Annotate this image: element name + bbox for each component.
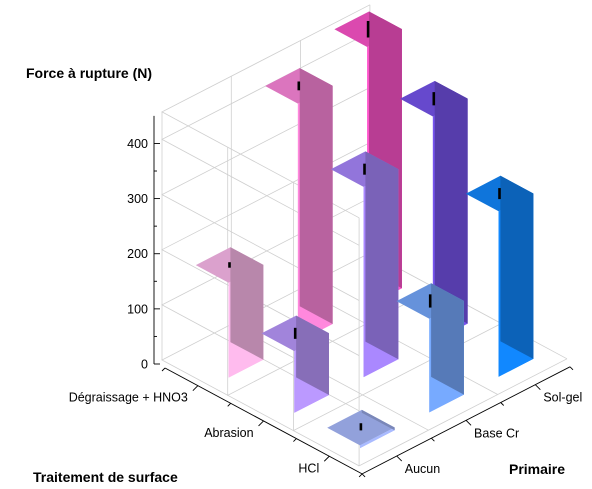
z-tick-mark <box>396 455 403 462</box>
x-minor-tick <box>161 367 166 372</box>
x-tick-mark <box>258 420 264 427</box>
bar-side-face <box>299 68 333 324</box>
bar-side-face <box>365 151 399 360</box>
bar-side-face <box>361 409 395 431</box>
x-minor-tick <box>358 473 363 478</box>
z-tick-label: Aucun <box>405 462 440 476</box>
z-tick-mark <box>535 384 541 390</box>
x-tick-mark <box>192 385 199 391</box>
y-tick-label: 0 <box>141 358 148 372</box>
z-axis-line <box>361 366 571 475</box>
grid-line-value <box>161 252 371 467</box>
bar-side-face <box>431 283 464 395</box>
grid-line-value <box>161 142 371 356</box>
tick-labels: 0 100 200 300 400 Dégraissage + HNO3 Abrasion H… <box>69 137 583 476</box>
bar <box>195 247 264 378</box>
grid-line-value <box>161 197 371 412</box>
x-minor-tick <box>227 402 232 407</box>
z-axis-label: Primaire <box>509 461 565 477</box>
bar-side-face <box>230 247 264 360</box>
bar-front-face <box>360 427 395 449</box>
z-minor-tick <box>569 366 574 371</box>
z-tick-label: Sol-gel <box>543 391 582 405</box>
bar <box>265 68 333 342</box>
y-axis-label: Force à rupture (N) <box>26 65 152 81</box>
bar <box>330 151 399 378</box>
bar-side-face <box>434 81 468 324</box>
x-tick-mark <box>323 455 330 462</box>
y-tick-label: 300 <box>127 192 148 206</box>
z-tick-label: Base Cr <box>474 426 519 440</box>
x-minor-tick <box>293 438 297 442</box>
z-minor-tick <box>500 402 505 406</box>
grid-line-value <box>161 4 371 219</box>
bar <box>400 81 468 342</box>
bar <box>327 409 395 449</box>
bar <box>396 283 464 413</box>
x-tick-label: Abrasion <box>204 426 253 440</box>
axes <box>153 115 574 478</box>
bars <box>195 11 534 449</box>
bar <box>465 175 534 377</box>
z-minor-tick <box>361 473 366 478</box>
bar-side-face <box>500 175 534 359</box>
y-tick-label: 100 <box>127 302 148 316</box>
grid-line-traitement <box>358 217 568 467</box>
z-tick-mark <box>465 420 472 426</box>
y-tick-label: 200 <box>127 247 148 261</box>
x-tick-label: Dégraissage + HNO3 <box>69 391 188 405</box>
y-tick-label: 400 <box>127 137 148 151</box>
bar-side-face <box>296 315 329 395</box>
bar <box>261 315 329 413</box>
x-tick-label: HCl <box>298 461 319 475</box>
x-axis-label: Traitement de surface <box>33 469 178 485</box>
grid-line-value <box>161 31 371 246</box>
z-minor-tick <box>431 437 435 442</box>
